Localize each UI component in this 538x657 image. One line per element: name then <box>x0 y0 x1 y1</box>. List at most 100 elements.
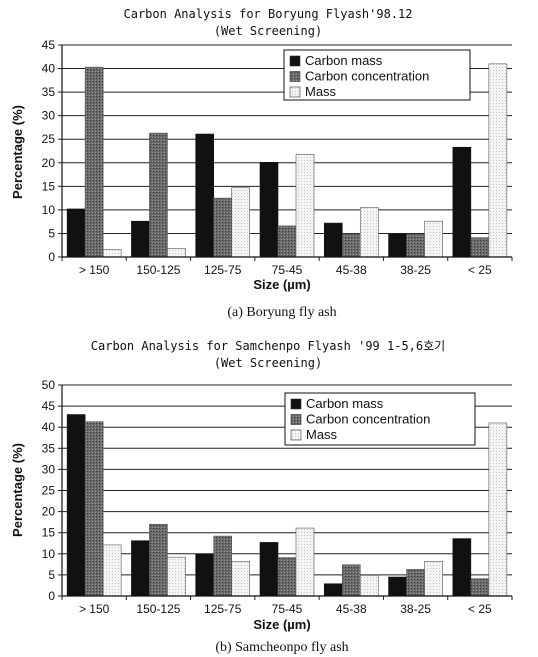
chart-b-legend-label: Mass <box>306 427 338 442</box>
chart-a-bar <box>295 153 315 258</box>
chart-a-ytick-label: 25 <box>42 132 56 146</box>
chart-b-bar <box>149 523 168 597</box>
chart-a-legend-swatch <box>289 86 301 98</box>
chart-b-ytick-label: 25 <box>42 484 56 498</box>
chart-a-ylabel: Percentage (%) <box>10 105 25 199</box>
chart-b-bar <box>195 553 215 597</box>
chart-b-ytick-label: 20 <box>42 505 56 519</box>
chart-b-xlabel: Size (µm) <box>253 617 310 632</box>
chart-b-bar <box>167 556 186 597</box>
chart-b-ytick-label: 50 <box>42 378 56 392</box>
chart-b-xtick-label: 75-45 <box>272 602 303 616</box>
chart-a-ytick-label: 45 <box>42 38 56 52</box>
chart-b-ylabel: Percentage (%) <box>10 443 25 537</box>
chart-b-ytick-label: 40 <box>42 420 56 434</box>
chart-a-ytick-label: 15 <box>42 179 56 193</box>
chart-a-bar <box>195 133 215 258</box>
chart-b-legend-swatch <box>290 398 302 410</box>
chart-a-xlabel: Size (µm) <box>253 277 310 292</box>
chart-a-xtick-label: > 150 <box>79 263 110 277</box>
chart-b-ytick-label: 10 <box>42 547 56 561</box>
chart-a-ytick-label: 10 <box>42 203 56 217</box>
chart-b-xtick-label: 125-75 <box>204 602 242 616</box>
chart-a-legend-label: Carbon mass <box>305 53 383 68</box>
chart-b-xtick-label: 38-25 <box>400 602 431 616</box>
chart-a: Carbon Analysis for Boryung Flyash'98.12… <box>10 7 513 320</box>
chart-b-legend-swatch <box>290 414 302 425</box>
chart-b-subtitle: (Wet Screening) <box>214 356 322 370</box>
chart-b-bar <box>84 421 104 597</box>
chart-b-caption: (b) Samcheonpo fly ash <box>215 640 348 655</box>
chart-a-bar <box>323 222 343 258</box>
chart-a-title: Carbon Analysis for Boryung Flyash'98.12 <box>124 7 413 21</box>
chart-a-bar <box>259 162 279 258</box>
chart-b-ytick-label: 15 <box>42 526 56 540</box>
chart-b-bar <box>277 557 297 597</box>
chart-b-bar <box>213 535 233 597</box>
chart-b-legend-swatch <box>290 429 302 441</box>
chart-b-ytick-label: 35 <box>42 441 56 455</box>
chart-a-legend-label: Mass <box>305 84 337 99</box>
chart-a-bar <box>452 146 472 258</box>
chart-b-bar <box>488 422 508 597</box>
chart-a-bar <box>341 233 361 258</box>
chart-a-caption: (a) Boryung fly ash <box>227 305 336 320</box>
chart-b-bar <box>259 542 279 597</box>
chart-b-bar <box>66 414 86 597</box>
chart-a-ytick-label: 35 <box>42 85 56 99</box>
chart-b-ytick-label: 30 <box>42 462 56 476</box>
chart-a-ytick-label: 40 <box>42 62 56 76</box>
chart-a-ytick-label: 30 <box>42 109 56 123</box>
chart-a-bar <box>149 132 168 258</box>
chart-a-xtick-label: 150-125 <box>136 263 180 277</box>
chart-b-xtick-label: 45-38 <box>336 602 367 616</box>
chart-b-xtick-label: < 25 <box>468 602 492 616</box>
chart-a-bar <box>84 66 104 258</box>
chart-a-bar <box>424 220 443 258</box>
chart-a-xtick-label: 125-75 <box>204 263 242 277</box>
chart-a-xtick-label: < 25 <box>468 263 492 277</box>
chart-b-bar <box>341 564 361 597</box>
chart-a-bar <box>131 220 150 258</box>
chart-a-xtick-label: 38-25 <box>400 263 431 277</box>
chart-b-xtick-label: > 150 <box>79 602 110 616</box>
chart-a-bar <box>213 197 233 258</box>
chart-b-ytick-label: 0 <box>48 589 55 603</box>
chart-a-bar <box>66 208 86 258</box>
chart-a-bar <box>388 233 407 258</box>
chart-b-legend-box <box>284 392 476 446</box>
chart-a-xtick-label: 75-45 <box>272 263 303 277</box>
chart-b: Carbon Analysis for Samchenpo Flyash '99… <box>10 339 513 655</box>
chart-b-xtick-label: 150-125 <box>136 602 180 616</box>
chart-b-bar <box>231 561 251 597</box>
chart-b-legend-label: Carbon mass <box>306 396 384 411</box>
chart-b-bar <box>323 583 343 597</box>
chart-a-bar <box>488 63 508 258</box>
chart-b-ytick-label: 45 <box>42 399 56 413</box>
chart-a-ytick-label: 20 <box>42 156 56 170</box>
chart-a-bar <box>102 249 122 258</box>
chart-b-bar <box>424 561 443 597</box>
chart-b-bar <box>470 578 490 597</box>
chart-a-subtitle: (Wet Screening) <box>214 24 322 38</box>
chart-a-legend-label: Carbon concentration <box>305 69 429 84</box>
chart-a-ytick-label: 5 <box>48 226 55 240</box>
chart-a-legend-swatch <box>289 55 301 67</box>
chart-b-bar <box>102 544 122 597</box>
chart-b-bar <box>388 576 407 597</box>
chart-a-ytick-label: 0 <box>48 250 55 264</box>
chart-b-bar <box>295 527 315 597</box>
chart-a-bar <box>470 237 490 258</box>
chart-a-bar <box>359 207 379 258</box>
chart-a-legend-swatch <box>289 71 301 82</box>
chart-b-title: Carbon Analysis for Samchenpo Flyash '99… <box>91 339 445 353</box>
chart-a-bar <box>277 225 297 258</box>
chart-b-bar <box>452 538 472 597</box>
chart-b-legend-label: Carbon concentration <box>306 412 430 427</box>
chart-a-legend-box <box>283 49 471 101</box>
chart-a-bar <box>231 187 251 258</box>
chart-a-xtick-label: 45-38 <box>336 263 367 277</box>
